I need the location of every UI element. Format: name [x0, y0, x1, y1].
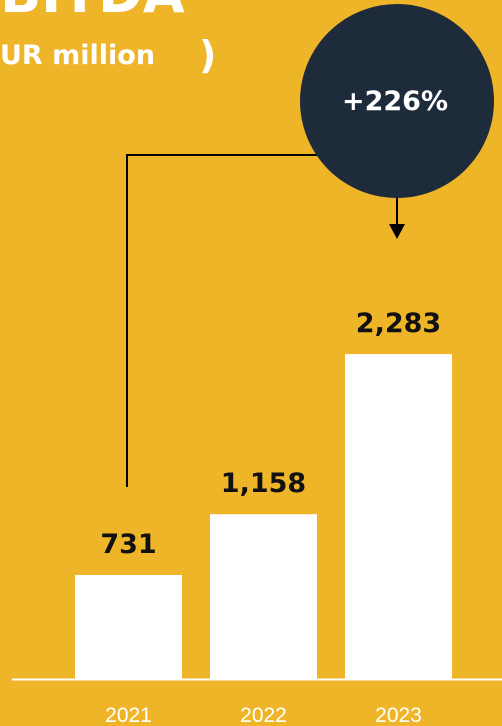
chart-title-line2: UR million	[0, 40, 155, 71]
growth-badge-text: +226%	[342, 86, 448, 117]
growth-connector-line	[126, 154, 400, 487]
bar-2021	[75, 574, 182, 679]
bar-2023	[345, 354, 452, 679]
bar-2022	[210, 514, 317, 679]
bar-group: 731 2021 1,158 2022 2,283 2023	[75, 308, 452, 726]
x-tick-label-2021: 2021	[105, 704, 152, 726]
growth-badge	[300, 4, 494, 198]
value-label-2021: 731	[100, 529, 156, 560]
value-label-2022: 1,158	[221, 468, 306, 499]
x-tick-label-2022: 2022	[240, 704, 287, 726]
value-label-2023: 2,283	[356, 308, 441, 339]
chart-title-close-paren: )	[199, 33, 216, 77]
x-tick-label-2023: 2023	[375, 704, 422, 726]
growth-arrow-head-icon	[389, 224, 405, 239]
chart-title-line1: BITDA	[0, 0, 185, 25]
